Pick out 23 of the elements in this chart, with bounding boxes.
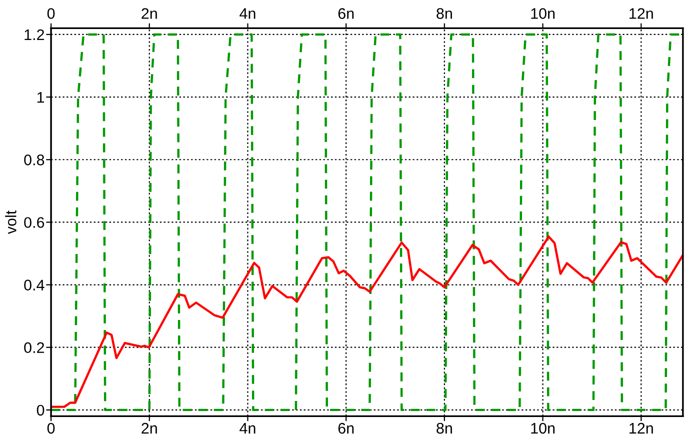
line-series	[51, 235, 683, 408]
y-tick-label: 1	[37, 92, 44, 103]
x-tick-label: 0	[47, 422, 55, 434]
y-tick-label: 0.2	[24, 342, 44, 354]
y-tick-label: 0.8	[24, 154, 44, 166]
x-tick-label: 2n	[142, 422, 157, 434]
y-tick-label: 0.6	[24, 217, 44, 228]
y-axis-title: volt	[5, 210, 16, 234]
x-tick-label: 12n	[630, 422, 653, 434]
y-tick-label: 0.4	[24, 280, 44, 290]
x2-tick-label: 8n	[436, 8, 452, 19]
y-tick-label: 1.2	[24, 29, 44, 40]
x-tick-label: 4n	[240, 423, 256, 434]
x2-tick-label: 2n	[142, 8, 157, 19]
x-tick-label: 8n	[436, 422, 452, 434]
x-tick-label: 10n	[531, 422, 555, 434]
x2-tick-label: 12n	[630, 8, 653, 19]
x2-tick-label: 6n	[338, 8, 354, 19]
x2-tick-label: 10n	[531, 8, 555, 19]
x2-tick-label: 4n	[240, 8, 256, 19]
x2-tick-label: 0	[47, 8, 55, 19]
x-tick-label: 6n	[338, 422, 354, 434]
y-tick-label: 0	[36, 404, 44, 416]
